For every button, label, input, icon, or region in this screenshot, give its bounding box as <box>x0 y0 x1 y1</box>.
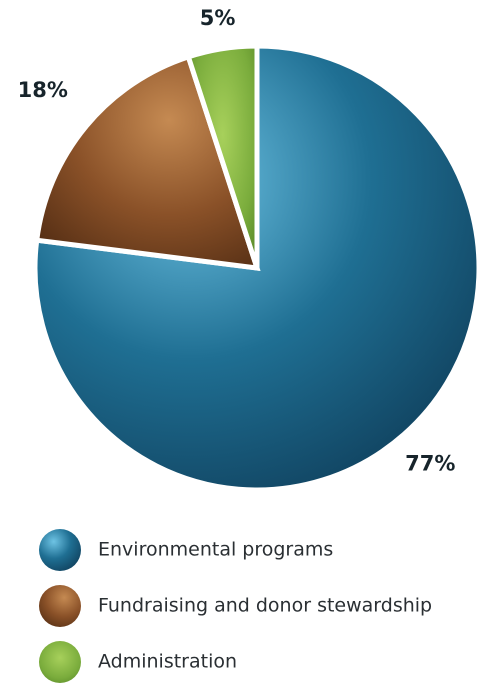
slice-label: 77% <box>405 452 455 476</box>
legend-label: Fundraising and donor stewardship <box>98 595 432 617</box>
legend-swatch <box>39 585 81 627</box>
legend-label: Administration <box>98 651 237 673</box>
legend-swatch <box>39 529 81 571</box>
slice-label: 5% <box>200 6 236 30</box>
pie-slice <box>33 53 261 271</box>
slice-label: 18% <box>18 78 68 102</box>
pie-slice <box>185 43 260 269</box>
legend-label: Environmental programs <box>98 539 333 561</box>
legend-swatch <box>39 641 81 683</box>
